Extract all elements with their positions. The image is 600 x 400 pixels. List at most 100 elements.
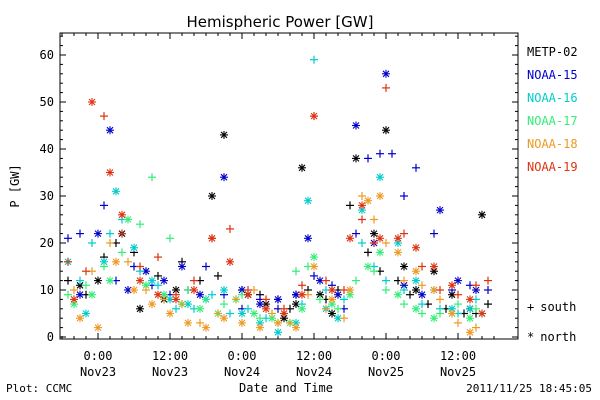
- marker-legend-symbol: +: [527, 300, 534, 314]
- south-point: [232, 295, 240, 304]
- south-point: [472, 304, 480, 313]
- north-point: [172, 286, 180, 294]
- south-point: [70, 286, 78, 294]
- south-point: [436, 286, 444, 294]
- north-point: [352, 154, 360, 163]
- north-point: [448, 281, 456, 290]
- south-point: [316, 295, 324, 304]
- south-point: [136, 220, 144, 229]
- south-point: [454, 318, 462, 327]
- x-tick-time: 12:00: [296, 349, 332, 363]
- north-point: [112, 187, 120, 196]
- north-point: [328, 286, 336, 294]
- north-point: [118, 210, 126, 219]
- south-point: [154, 281, 162, 290]
- y-tick-label: 30: [40, 189, 54, 203]
- south-point: [412, 163, 420, 172]
- north-point: [310, 262, 318, 271]
- south-point: [418, 262, 426, 271]
- south-point: [64, 234, 72, 243]
- south-point: [382, 83, 390, 92]
- south-point: [400, 192, 408, 200]
- south-point: [388, 149, 396, 158]
- north-point: [148, 276, 156, 285]
- south-point: [148, 173, 156, 182]
- south-point: [64, 257, 72, 266]
- north-point: [88, 290, 96, 299]
- south-point: [484, 276, 492, 285]
- north-point: [382, 126, 390, 135]
- north-point: [220, 314, 228, 323]
- north-point: [364, 262, 372, 271]
- north-point: [466, 295, 474, 304]
- north-point: [196, 290, 204, 299]
- south-point: [298, 281, 306, 290]
- north-point: [358, 201, 366, 210]
- marker-legend-label: north: [540, 330, 576, 344]
- north-point: [352, 121, 360, 130]
- north-point: [256, 300, 264, 309]
- north-point: [466, 328, 474, 337]
- x-tick-date: Nov24: [224, 365, 260, 379]
- north-point: [262, 304, 270, 313]
- south-point: [136, 262, 144, 271]
- south-point: [484, 286, 492, 294]
- north-point: [220, 286, 228, 294]
- north-point: [136, 276, 144, 285]
- x-tick-date: Nov24: [296, 365, 332, 379]
- south-point: [142, 286, 150, 294]
- south-point: [400, 229, 408, 238]
- south-point: [214, 309, 222, 318]
- south-point: [400, 300, 408, 309]
- south-point: [268, 309, 276, 318]
- south-point: [382, 286, 390, 294]
- north-point: [454, 276, 462, 285]
- north-point: [196, 304, 204, 313]
- y-tick-label: 50: [40, 95, 54, 109]
- north-point: [394, 248, 402, 257]
- south-point: [406, 290, 414, 299]
- north-point: [190, 286, 198, 294]
- south-point: [382, 239, 390, 247]
- north-point: [304, 234, 312, 243]
- y-axis: 0 10 20 30 40 50 60: [40, 35, 518, 344]
- south-point: [244, 304, 252, 313]
- north-point: [400, 262, 408, 271]
- south-point: [226, 224, 234, 233]
- legend-entry: NOAA-15: [527, 68, 578, 82]
- south-point: [370, 267, 378, 276]
- north-point: [94, 276, 102, 285]
- south-point: [322, 304, 330, 313]
- north-point: [364, 196, 372, 205]
- data-points: [64, 55, 492, 337]
- south-point: [322, 276, 330, 285]
- south-point: [286, 318, 294, 327]
- y-tick-label: 0: [47, 330, 54, 344]
- north-point: [94, 323, 102, 332]
- marker-legend-entry: + south: [527, 300, 576, 314]
- south-point: [172, 304, 180, 313]
- north-point: [412, 243, 420, 252]
- south-point: [100, 262, 108, 271]
- north-point: [334, 290, 342, 299]
- chart-title: Hemispheric Power [GW]: [187, 13, 374, 31]
- south-point: [340, 295, 348, 304]
- north-point: [130, 286, 138, 294]
- north-point: [250, 309, 258, 318]
- north-point: [430, 262, 438, 271]
- south-point: [178, 300, 186, 309]
- north-point: [220, 130, 228, 139]
- footer-credit: Plot: CCMC: [6, 382, 72, 395]
- south-point: [124, 257, 132, 266]
- north-point: [412, 276, 420, 285]
- north-point: [160, 276, 168, 285]
- north-point: [430, 314, 438, 323]
- north-point: [448, 309, 456, 318]
- north-point: [88, 98, 96, 106]
- south-point: [346, 201, 354, 210]
- north-point: [376, 248, 384, 257]
- north-point: [106, 168, 114, 177]
- north-point: [238, 318, 246, 327]
- south-point: [106, 229, 114, 238]
